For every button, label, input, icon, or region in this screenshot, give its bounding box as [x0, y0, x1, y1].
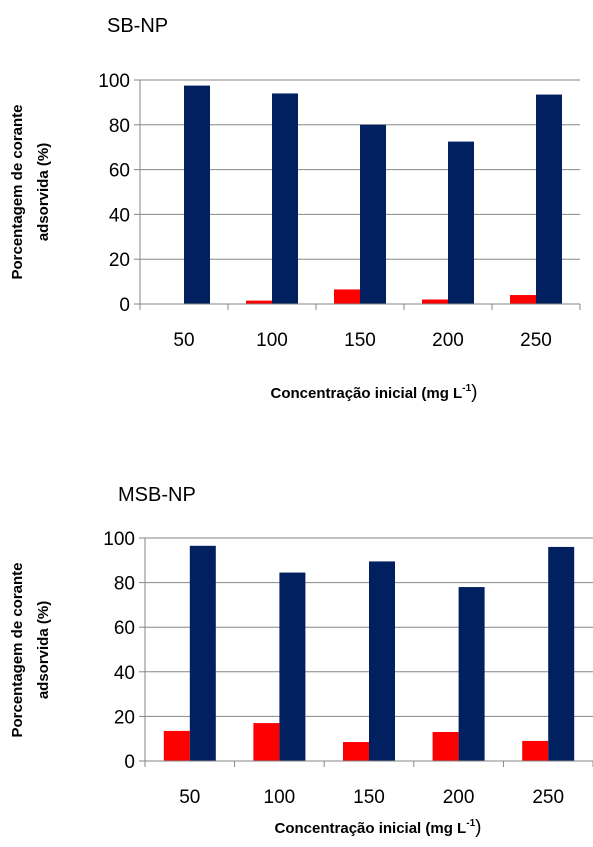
- y-tick-label: 100: [103, 529, 135, 550]
- x-tick-label: 100: [264, 787, 296, 808]
- bars: [163, 545, 575, 761]
- y-tick-label: 100: [98, 71, 130, 92]
- bar-red-200: [432, 732, 459, 761]
- y-tick-label: 20: [109, 250, 130, 271]
- bar-red-250: [510, 295, 536, 304]
- x-tick-label: 50: [179, 787, 200, 808]
- bar-red-50: [163, 730, 190, 761]
- chart-title: MSB-NP: [118, 484, 196, 506]
- bars: [184, 85, 562, 304]
- x-tick-label: 200: [443, 787, 475, 808]
- y-tick-labels: 0 20 40 60 80 100: [103, 529, 135, 773]
- bar-blue-150: [360, 124, 386, 304]
- x-tick-labels: 50 100 150 200 250: [179, 787, 564, 808]
- bar-red-100: [253, 723, 280, 761]
- bar-blue-200: [448, 141, 474, 304]
- x-tick-label: 250: [520, 330, 552, 351]
- x-axis-title: Concentração inicial (mg L-1): [275, 817, 482, 838]
- x-tick-label: 200: [432, 330, 464, 351]
- bar-blue-250: [536, 94, 562, 304]
- bar-red-150: [343, 742, 369, 761]
- y-tick-label: 80: [114, 574, 135, 595]
- bar-blue-100: [279, 572, 306, 761]
- bar-red-250: [522, 740, 549, 761]
- x-tick-label: 100: [256, 330, 288, 351]
- y-tick-label: 20: [114, 707, 135, 728]
- bar-red-100: [246, 300, 272, 304]
- x-tick-label: 150: [344, 330, 376, 351]
- y-tick-label: 40: [114, 663, 135, 684]
- y-tick-label: 60: [109, 161, 130, 182]
- x-tick-label: 150: [353, 787, 385, 808]
- x-axis-title: Concentração inicial (mg L-1): [271, 382, 478, 403]
- y-tick-label: 0: [124, 752, 135, 773]
- y-tick-label: 0: [119, 295, 130, 316]
- x-tick-label: 50: [173, 330, 194, 351]
- y-axis-title-line2: adsorvida (%): [35, 601, 52, 699]
- bar-red-200: [422, 299, 448, 304]
- chart-sb-np: SB-NP 0 20 40 60 80 100 50 100 150 200 250 Porcen…: [9, 15, 581, 403]
- bar-blue-200: [458, 587, 485, 761]
- bar-blue-50: [184, 85, 210, 304]
- x-tick-labels: 50 100 150 200 250: [173, 330, 551, 351]
- y-tick-labels: 0 20 40 60 80 100: [98, 71, 130, 316]
- bar-blue-100: [272, 93, 298, 304]
- y-axis-title-line2: adsorvida (%): [35, 143, 52, 241]
- bar-blue-250: [548, 546, 575, 761]
- axes: [134, 79, 581, 310]
- y-tick-label: 60: [114, 618, 135, 639]
- axes: [139, 537, 593, 767]
- y-axis-title-line1: Porcentagem de corante: [9, 562, 26, 737]
- x-tick-label: 250: [532, 787, 564, 808]
- bar-blue-150: [369, 561, 395, 761]
- y-tick-label: 80: [109, 116, 130, 137]
- chart-title: SB-NP: [107, 15, 168, 37]
- y-tick-label: 40: [109, 205, 130, 226]
- chart-msb-np: MSB-NP 0 20 40 60 80 100 50 100 150 200 250 Porce…: [9, 484, 593, 838]
- bar-blue-50: [189, 545, 216, 761]
- y-axis-title-line1: Porcentagem de corante: [9, 104, 26, 279]
- bar-red-150: [334, 289, 360, 304]
